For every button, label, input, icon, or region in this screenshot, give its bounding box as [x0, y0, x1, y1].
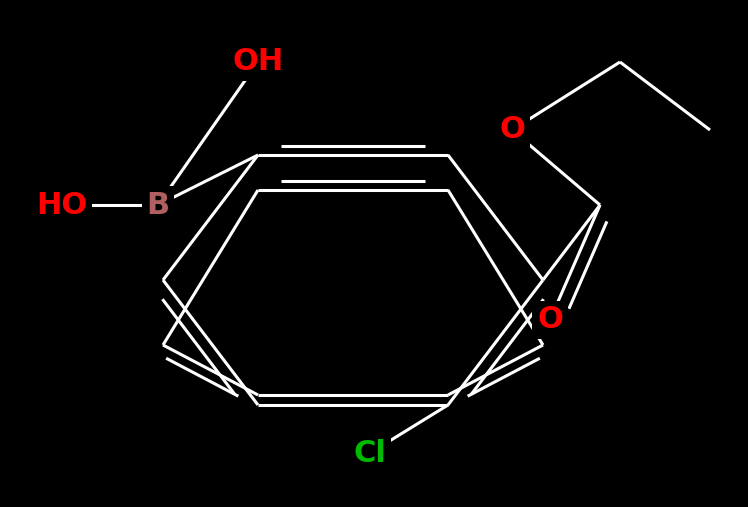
Text: Cl: Cl	[354, 439, 387, 467]
Text: O: O	[499, 116, 525, 144]
Text: OH: OH	[233, 48, 283, 77]
Text: B: B	[147, 191, 170, 220]
Text: O: O	[537, 306, 563, 335]
Text: HO: HO	[37, 191, 88, 220]
